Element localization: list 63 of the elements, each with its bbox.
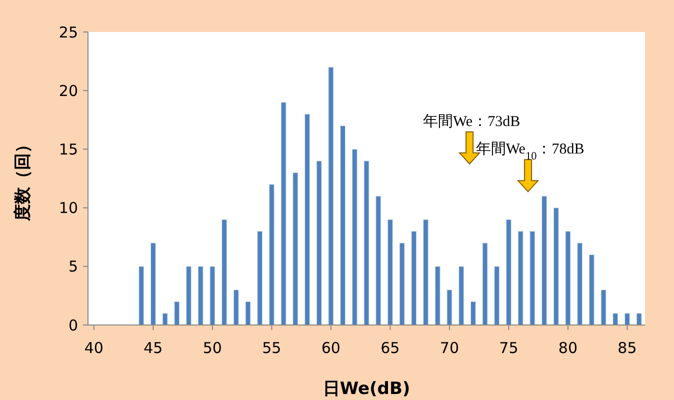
bar [316, 160, 322, 326]
bar [624, 312, 630, 326]
y-tick-label: 25 [58, 23, 78, 42]
bar [364, 160, 370, 326]
bar [636, 312, 642, 326]
y-tick-label: 5 [68, 258, 78, 276]
bar [470, 301, 476, 326]
bar [411, 230, 417, 326]
bar [268, 184, 274, 326]
bar [138, 266, 144, 326]
y-tick-label: 10 [58, 199, 78, 218]
bar [458, 266, 464, 326]
bar [518, 230, 524, 326]
bar [577, 242, 583, 326]
bar [257, 230, 263, 326]
x-axis-title: 日We(dB) [322, 379, 410, 399]
x-tick-label: 45 [144, 339, 163, 357]
bar [174, 301, 180, 326]
x-tick-label: 65 [380, 339, 400, 357]
bar [387, 219, 393, 326]
bar [186, 266, 192, 326]
x-tick-label: 75 [499, 339, 518, 357]
bar [210, 266, 216, 326]
bar [150, 242, 156, 326]
bar [280, 102, 286, 326]
bar [565, 230, 571, 326]
bar [530, 230, 536, 326]
bar [399, 242, 405, 326]
bar [422, 219, 429, 326]
bar [482, 242, 488, 326]
bar [222, 219, 228, 326]
bar [506, 219, 512, 326]
x-tick-label: 60 [321, 339, 340, 357]
y-tick-label: 20 [58, 82, 78, 100]
x-tick-label: 85 [618, 339, 637, 357]
bar [198, 266, 204, 326]
bar [352, 148, 358, 326]
x-tick-label: 70 [440, 339, 460, 357]
bar [494, 266, 500, 326]
bar [304, 114, 310, 326]
bar [446, 290, 452, 326]
bar [376, 196, 382, 326]
bar [434, 266, 440, 326]
y-tick-label: 0 [68, 316, 78, 334]
x-tick-label: 80 [558, 339, 578, 357]
y-axis-title: 度数（回） [13, 136, 33, 222]
annotation: 年間We：73dB [422, 112, 520, 130]
bar [328, 66, 334, 326]
x-tick-label: 50 [202, 339, 222, 357]
bar [162, 312, 168, 326]
bar [245, 301, 251, 326]
bar [292, 172, 298, 326]
bar [612, 312, 618, 326]
bar [588, 254, 594, 326]
y-tick-label: 15 [58, 140, 78, 158]
bar [600, 290, 606, 326]
x-tick-label: 40 [84, 339, 104, 357]
bar [233, 290, 239, 326]
bar [553, 208, 559, 326]
annotation: 年間We$_{10}$：78dB [476, 140, 584, 163]
bar [340, 125, 346, 326]
bar [541, 196, 548, 326]
x-tick-label: 55 [262, 339, 282, 357]
